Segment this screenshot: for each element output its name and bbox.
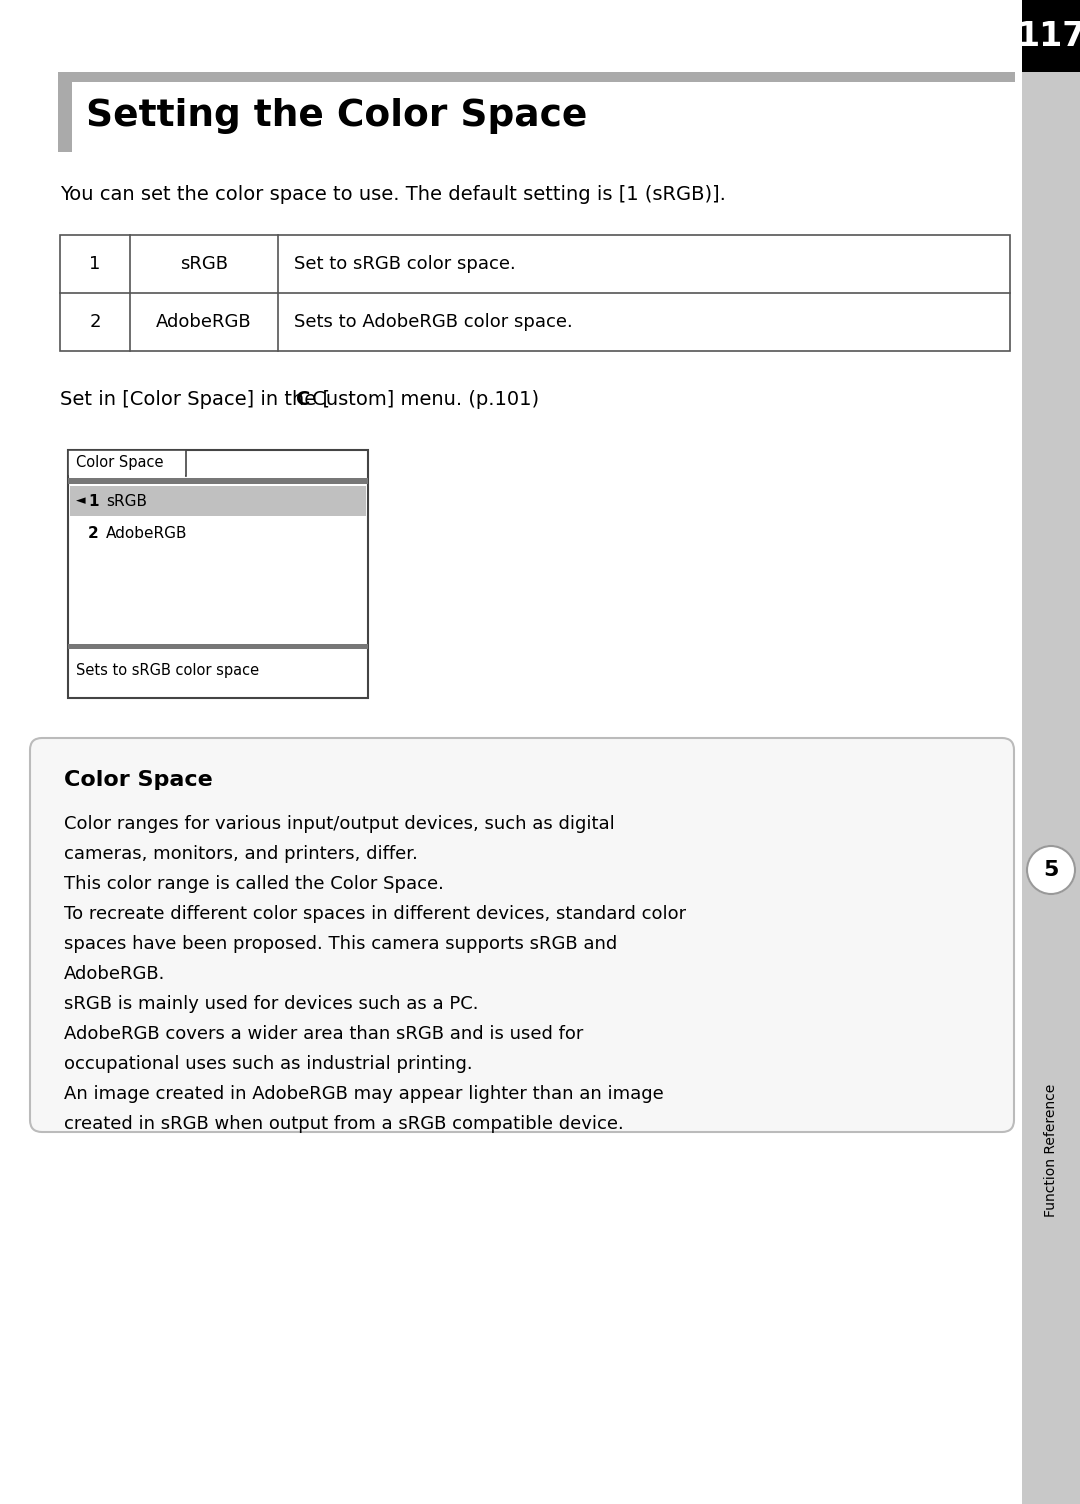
Bar bbox=[69, 474, 185, 477]
Text: sRGB is mainly used for devices such as a PC.: sRGB is mainly used for devices such as … bbox=[64, 996, 478, 1014]
Text: AdobeRGB.: AdobeRGB. bbox=[64, 966, 165, 984]
Text: To recreate different color spaces in different devices, standard color: To recreate different color spaces in di… bbox=[64, 905, 686, 923]
Text: Sets to AdobeRGB color space.: Sets to AdobeRGB color space. bbox=[294, 313, 572, 331]
Text: created in sRGB when output from a sRGB compatible device.: created in sRGB when output from a sRGB … bbox=[64, 1114, 624, 1133]
Text: 2: 2 bbox=[90, 313, 100, 331]
Text: AdobeRGB covers a wider area than sRGB and is used for: AdobeRGB covers a wider area than sRGB a… bbox=[64, 1026, 583, 1042]
Text: Color Space: Color Space bbox=[64, 770, 213, 790]
FancyBboxPatch shape bbox=[30, 738, 1014, 1133]
Text: Set to sRGB color space.: Set to sRGB color space. bbox=[294, 256, 516, 274]
Text: sRGB: sRGB bbox=[180, 256, 228, 274]
Circle shape bbox=[1027, 845, 1075, 893]
Text: 117: 117 bbox=[1016, 20, 1080, 53]
Text: Custom] menu. (p.101): Custom] menu. (p.101) bbox=[307, 390, 540, 409]
Bar bbox=[1022, 0, 1080, 72]
Text: C: C bbox=[296, 390, 311, 409]
Text: Sets to sRGB color space: Sets to sRGB color space bbox=[76, 663, 259, 678]
Bar bbox=[68, 450, 186, 475]
Bar bbox=[68, 478, 368, 484]
Bar bbox=[60, 235, 1010, 350]
Text: You can set the color space to use. The default setting is [1 (sRGB)].: You can set the color space to use. The … bbox=[60, 185, 726, 205]
Bar bbox=[58, 72, 72, 152]
Bar bbox=[68, 450, 368, 698]
Text: 1: 1 bbox=[87, 493, 98, 508]
Text: Setting the Color Space: Setting the Color Space bbox=[86, 98, 588, 134]
Text: 5: 5 bbox=[1043, 860, 1058, 880]
Text: cameras, monitors, and printers, differ.: cameras, monitors, and printers, differ. bbox=[64, 845, 418, 863]
Text: AdobeRGB: AdobeRGB bbox=[157, 313, 252, 331]
Text: 1: 1 bbox=[90, 256, 100, 274]
Bar bbox=[70, 486, 366, 516]
Text: sRGB: sRGB bbox=[106, 493, 147, 508]
Text: Color Space: Color Space bbox=[76, 456, 163, 471]
Text: occupational uses such as industrial printing.: occupational uses such as industrial pri… bbox=[64, 1054, 473, 1072]
Bar bbox=[58, 72, 1015, 83]
Text: ◄: ◄ bbox=[76, 495, 85, 507]
Text: AdobeRGB: AdobeRGB bbox=[106, 526, 188, 541]
Text: This color range is called the Color Space.: This color range is called the Color Spa… bbox=[64, 875, 444, 893]
Text: 2: 2 bbox=[87, 526, 98, 541]
Text: An image created in AdobeRGB may appear lighter than an image: An image created in AdobeRGB may appear … bbox=[64, 1084, 664, 1102]
Text: Function Reference: Function Reference bbox=[1044, 1083, 1058, 1217]
Text: Set in [Color Space] in the [: Set in [Color Space] in the [ bbox=[60, 390, 330, 409]
Text: Color ranges for various input/output devices, such as digital: Color ranges for various input/output de… bbox=[64, 815, 615, 833]
Bar bbox=[68, 644, 368, 650]
Bar bbox=[1022, 0, 1080, 1504]
Text: spaces have been proposed. This camera supports sRGB and: spaces have been proposed. This camera s… bbox=[64, 935, 618, 954]
